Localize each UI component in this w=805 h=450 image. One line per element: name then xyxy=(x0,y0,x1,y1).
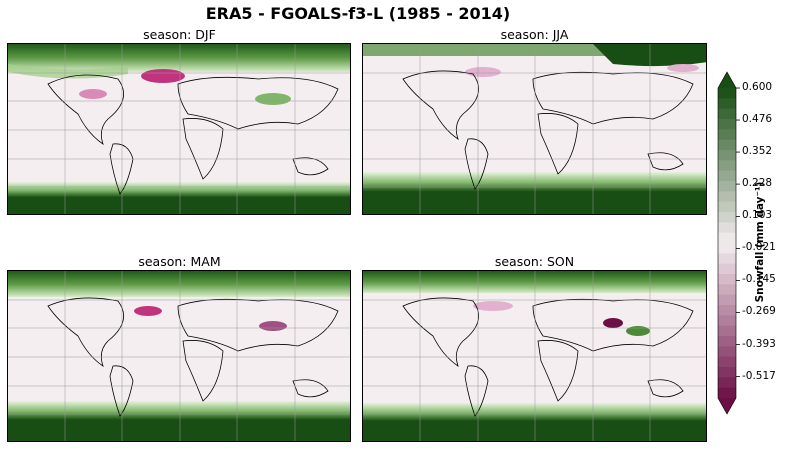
colorbar-segment xyxy=(718,294,736,306)
panel-title-mam: season: MAM xyxy=(138,254,221,269)
arctic-band xyxy=(8,271,350,297)
colorbar-tick-label: -0.517 xyxy=(742,369,776,382)
gridlines xyxy=(8,44,350,214)
positive-anomaly xyxy=(626,326,650,336)
map-panel-mam xyxy=(7,270,351,442)
colorbar-segment xyxy=(718,222,736,234)
colorbar-segment xyxy=(718,263,736,275)
colorbar-segment xyxy=(718,181,736,192)
negative-anomaly xyxy=(141,69,185,83)
colorbar-segment xyxy=(718,232,736,244)
positive-anomaly xyxy=(255,93,291,105)
colorbar-segment xyxy=(718,377,736,389)
panel-title-djf: season: DJF xyxy=(143,27,216,42)
coastlines xyxy=(402,297,694,417)
colorbar-segment xyxy=(718,253,736,265)
antarctic-band xyxy=(8,401,350,441)
map-son-svg xyxy=(363,271,706,441)
colorbar-segment xyxy=(718,367,736,378)
colorbar-segment xyxy=(718,387,736,399)
colorbar-segment xyxy=(718,346,736,358)
colorbar-extend-max xyxy=(718,72,736,88)
figure-title: ERA5 - FGOALS-f3-L (1985 - 2014) xyxy=(205,4,511,23)
colorbar-tick-label: 0.352 xyxy=(742,145,773,158)
colorbar-tick-label: 0.103 xyxy=(742,209,773,222)
colorbar-segment xyxy=(718,336,736,347)
arctic-band xyxy=(8,44,350,72)
colorbar-extend-min xyxy=(718,398,736,414)
coastlines xyxy=(47,297,339,417)
colorbar-segment xyxy=(718,98,736,110)
colorbar-segment xyxy=(718,315,736,327)
colorbar-segment xyxy=(718,170,736,182)
negative-anomaly xyxy=(603,318,623,328)
colorbar-tick-label: -0.145 xyxy=(742,273,776,286)
colorbar-segment xyxy=(718,274,736,285)
negative-anomaly xyxy=(465,67,501,77)
colorbar-outline xyxy=(717,71,737,415)
colorbar-tick-label: 0.476 xyxy=(742,113,773,126)
panel-title-jja: season: JJA xyxy=(500,27,569,42)
arctic-band xyxy=(593,44,706,67)
map-panel-jja xyxy=(362,43,707,215)
map-mam-svg xyxy=(8,271,350,441)
colorbar-segment xyxy=(718,325,736,337)
negative-anomaly xyxy=(667,64,699,72)
negative-anomaly xyxy=(134,306,162,316)
negative-anomaly xyxy=(259,321,287,331)
colorbar-tick-label: 0.600 xyxy=(742,81,773,93)
colorbar-segment xyxy=(718,108,736,120)
colorbar-segment xyxy=(718,284,736,296)
negative-anomaly xyxy=(473,301,513,311)
colorbar-segment xyxy=(718,88,736,99)
gridlines xyxy=(363,44,706,214)
snow-band xyxy=(8,64,128,79)
gridlines xyxy=(8,271,350,441)
colorbar-segment xyxy=(718,305,736,316)
colorbar-segment xyxy=(718,191,736,203)
colorbar-segment xyxy=(718,212,736,223)
coastlines xyxy=(402,70,694,190)
colorbar-segment xyxy=(718,150,736,161)
map-jja-svg xyxy=(363,44,706,214)
colorbar-segment xyxy=(718,160,736,172)
colorbar-tick-label: -0.269 xyxy=(742,305,776,318)
colorbar-segment xyxy=(718,119,736,130)
map-panel-djf xyxy=(7,43,351,215)
colorbar-tick-label: 0.228 xyxy=(742,177,773,190)
colorbar-segment xyxy=(718,243,736,254)
panel-title-son: season: SON xyxy=(494,254,575,269)
colorbar-segment xyxy=(718,356,736,368)
colorbar xyxy=(717,71,740,415)
gridlines xyxy=(363,271,706,441)
colorbar-label: Snowfall (mm day⁻¹) xyxy=(754,181,766,303)
colorbar-segment xyxy=(718,201,736,213)
map-panel-son xyxy=(362,270,707,442)
colorbar-segment xyxy=(718,139,736,151)
colorbar-tick-label: -0.021 xyxy=(742,241,776,254)
negative-anomaly xyxy=(79,89,107,99)
colorbar-segment xyxy=(718,129,736,141)
coastlines xyxy=(47,74,339,195)
arctic-band xyxy=(363,271,706,293)
map-djf-svg xyxy=(8,44,350,214)
colorbar-tick-label: -0.393 xyxy=(742,337,776,350)
